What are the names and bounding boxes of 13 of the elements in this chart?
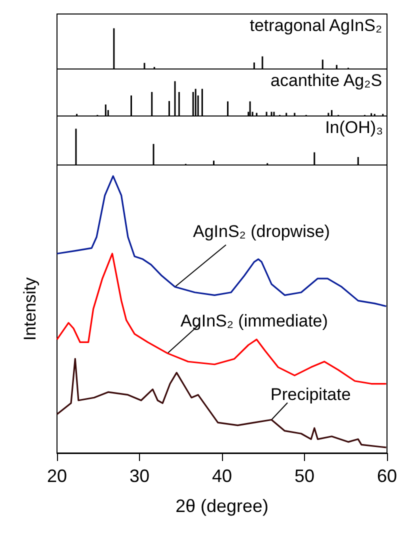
x-axis-title: 2θ (degree)	[175, 496, 269, 516]
x-tick-label: 60	[376, 466, 398, 486]
x-tick-label: 30	[129, 466, 150, 486]
annotation: AgInS₂ (immediate)	[180, 311, 328, 330]
annotation: Precipitate	[270, 384, 351, 404]
annotation: AgInS₂ (dropwise)	[192, 222, 330, 241]
x-tick-label: 20	[46, 466, 68, 486]
x-tick-label: 40	[212, 466, 232, 486]
series-label: tetragonal AgInS₂	[250, 16, 382, 35]
series-label: In(OH)₃	[325, 118, 384, 137]
y-axis-title: Intensity	[20, 276, 40, 341]
x-tick-label: 50	[294, 466, 315, 486]
series-label: acanthite Ag₂S	[270, 71, 382, 90]
